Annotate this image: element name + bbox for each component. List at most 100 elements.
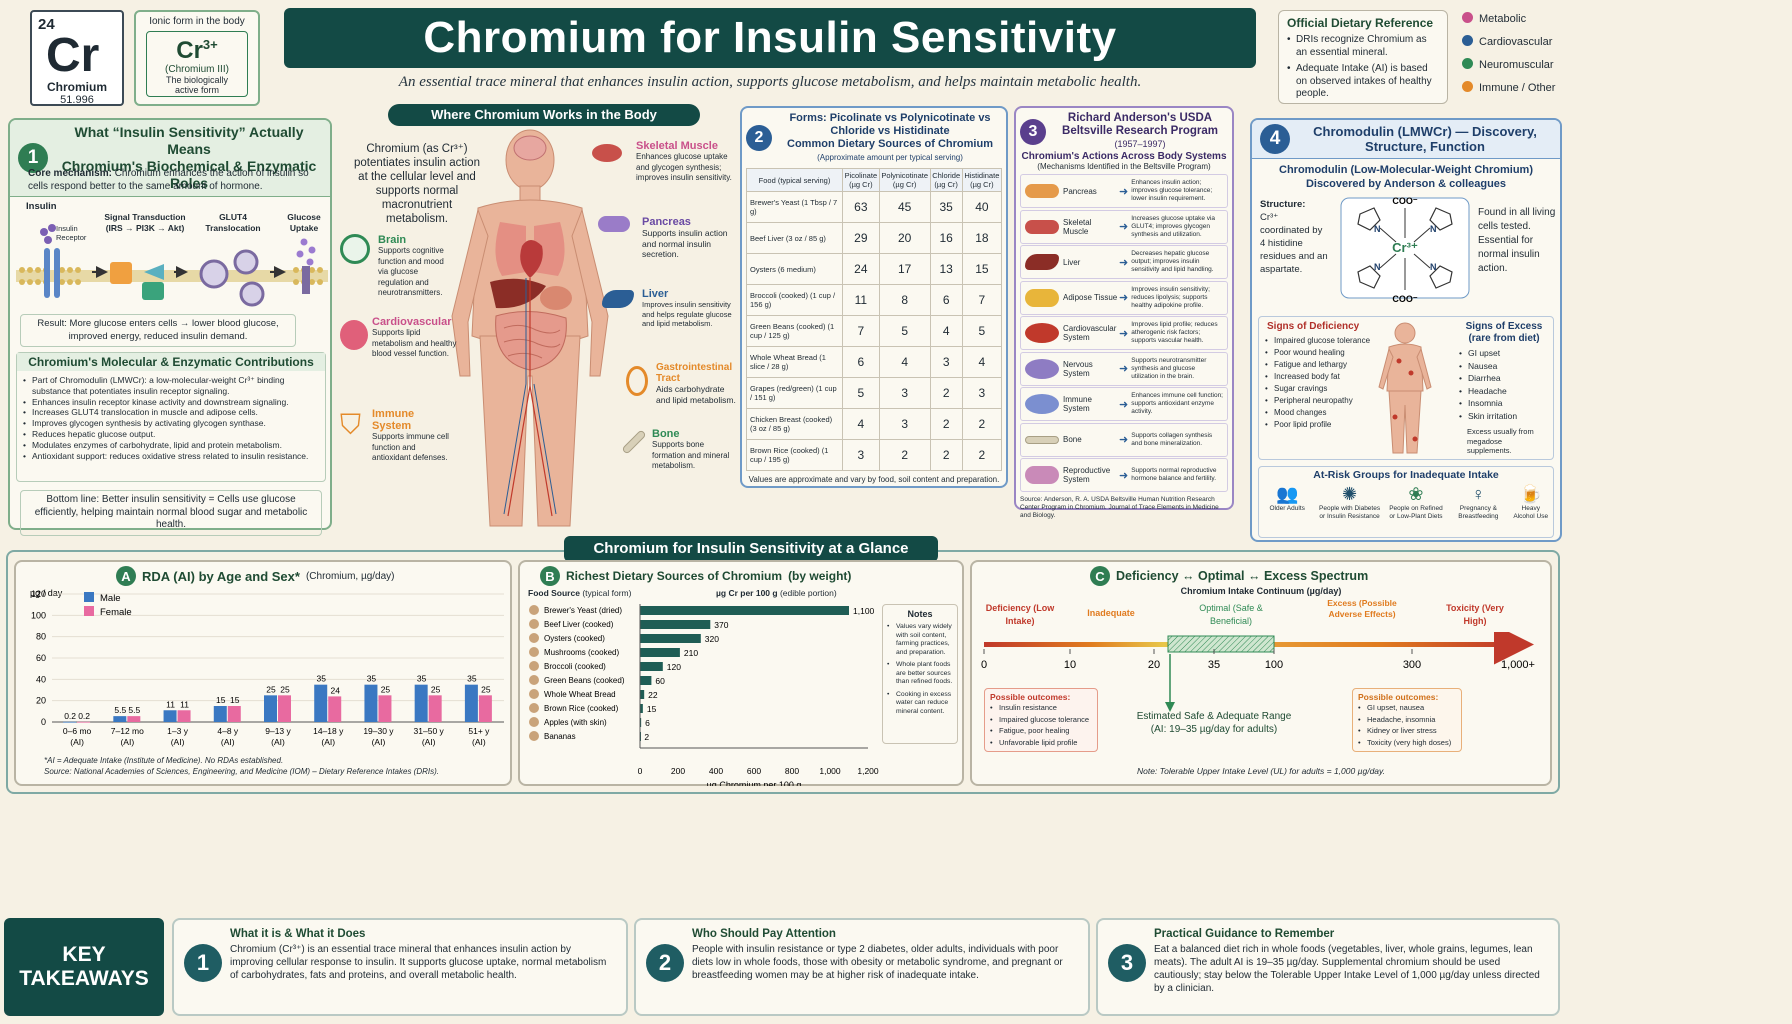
coo-top: COO⁻ (1392, 196, 1418, 206)
pregnancy-icon: ♀ (1471, 484, 1486, 504)
deficiency-excess-box: Signs of Deficiency Impaired glucose tol… (1258, 316, 1554, 460)
takeaway-number: 2 (646, 944, 684, 982)
bar (640, 690, 645, 699)
data-label: 210 (684, 648, 698, 658)
zone-inadequate: Inadequate (1087, 608, 1135, 618)
high-outcomes: Possible outcomes: GI upset, nauseaHeada… (1352, 688, 1462, 752)
x-axis-label: µg Chromium per 100 g (707, 780, 802, 786)
table-row: Grapes (red/green) (1 cup / 151 g) 5 3 2 3 (746, 377, 1003, 409)
x-tick-label: 1–3 y (167, 726, 189, 736)
food-icon (529, 731, 539, 741)
akt-icon (142, 282, 164, 300)
liver-icon (490, 278, 546, 309)
chart-a-title: RDA (AI) by Age and Sex* (142, 568, 300, 584)
x-tick-label: 19–30 y (363, 726, 394, 736)
liver-icon (1025, 254, 1059, 270)
data-label: 320 (705, 634, 719, 644)
s3-sub2: (Mechanisms Identified in the Beltsville… (1037, 162, 1211, 171)
data-label: 35 (417, 674, 427, 684)
category-label: Brown Rice (cooked) (544, 704, 619, 713)
chart-b-col1b: (typical form) (582, 588, 632, 598)
glucose-icon (296, 238, 316, 266)
food-icon (529, 661, 539, 671)
category-legend: Metabolic Cardiovascular Neuromuscular I… (1462, 12, 1572, 104)
section-forms-table: 2 Forms: Picolinate vs Polynicotinate vs… (740, 106, 1008, 488)
systems-list: Pancreas ➜ Enhances insulin action; improv… (1020, 174, 1228, 492)
list-item: Pancreas ➜ Enhances insulin action; improv… (1020, 174, 1228, 208)
legend-swatch (84, 592, 94, 602)
s4-title: Chromodulin (LMWCr) — Discovery, Structu… (1313, 124, 1537, 154)
s3-years: (1957–1997) (1114, 139, 1166, 149)
table-header-row: Food (typical serving) Picolinate (µg Cr… (746, 168, 1003, 192)
ion-sub: (Chromium III) (165, 64, 229, 75)
spectrum-bar: 0 10 20 35 100 300 1,000+ (981, 632, 1535, 671)
data-label: 24 (330, 685, 340, 695)
excess-item: Diarrhea (1459, 372, 1517, 385)
s4-sub: Chromodulin (Low-Molecular-Weight Chromi… (1279, 164, 1533, 190)
list-item: Immune System ➜ Enhances immune cell funct… (1020, 387, 1228, 421)
atomic-mass: 51.996 (60, 94, 94, 106)
excess-item: Headache (1459, 385, 1517, 398)
cardiovascular-dot-icon (1462, 35, 1473, 46)
result-box: Result: More glucose enters cells → lowe… (20, 314, 296, 347)
brain-icon (1025, 358, 1059, 379)
x-tick-label: 1,000 (819, 766, 841, 776)
bar-male (364, 684, 378, 722)
bar-male (314, 684, 328, 722)
element-name: Chromium (47, 80, 107, 94)
bar-female (378, 695, 392, 722)
dri-item: DRIs recognize Chromium as an essential … (1287, 34, 1439, 59)
receptor-label: Insulin Receptor (56, 224, 87, 242)
list-item: Reproductive System ➜ Supports normal repr… (1020, 458, 1228, 492)
coo-bottom: COO⁻ (1392, 294, 1418, 304)
category-label: Brewer's Yeast (dried) (544, 606, 622, 615)
bar-female (428, 695, 442, 722)
risk-group: ❀ People on Refined or Low-Plant Diets (1386, 483, 1446, 521)
x-tick-label: 1,200 (857, 766, 879, 776)
chart-a-letter: A (116, 566, 136, 586)
table-row: Green Beans (cooked) (1 cup / 125 g) 7 5 4 5 (746, 315, 1003, 347)
category-label: Whole Wheat Bread (544, 690, 616, 699)
excess-item: Insomnia (1459, 397, 1517, 410)
human-body-figure (451, 129, 609, 527)
outcome-item: Impaired glucose tolerance (990, 714, 1092, 726)
chart-b-header: B Richest Dietary Sources of Chromium (b… (540, 566, 851, 586)
bone-icon (1025, 435, 1059, 444)
x-tick-label: 800 (785, 766, 799, 776)
forms-table: Food (typical serving) Picolinate (µg Cr… (746, 168, 1003, 471)
low-outcomes: Possible outcomes: Insulin resistanceImp… (984, 688, 1098, 752)
tick: 10 (1064, 659, 1076, 671)
diabetes-icon: ✺ (1342, 484, 1358, 504)
table-row: Oysters (6 medium) 24 17 13 15 (746, 253, 1003, 285)
dri-title: Official Dietary Reference (1287, 16, 1434, 30)
outcome-item: Toxicity (very high doses) (1358, 737, 1456, 749)
deficiency-item: Poor lipid profile (1265, 419, 1370, 431)
bar-female (127, 716, 141, 722)
body-intro: Chromium (as Cr³⁺) potentiates insulin a… (354, 143, 480, 225)
chart-a-foot1: *AI = Adequate Intake (Institute of Medi… (44, 756, 284, 765)
data-label: 1,100 (853, 606, 875, 616)
y-tick-label: 20 (36, 696, 46, 706)
excess-item: Skin irritation (1459, 410, 1517, 423)
s3-sub: Chromium's Actions Across Body Systems (1021, 151, 1227, 162)
takeaway-title: Who Should Pay Attention (692, 928, 836, 940)
tick: 0 (981, 659, 987, 671)
neuromuscular-dot-icon (1462, 58, 1473, 69)
data-label: 22 (648, 690, 658, 700)
title-banner: Chromium for Insulin Sensitivity (284, 8, 1256, 68)
excess-item: GI upset (1459, 347, 1517, 360)
data-label: 25 (481, 684, 491, 694)
takeaway-title: What it is & What it Does (230, 928, 366, 940)
deficiency-item: Impaired glucose tolerance (1265, 335, 1370, 347)
deficiency-item: Mood changes (1265, 407, 1370, 419)
excess-item: Nausea (1459, 360, 1517, 373)
bar-male (63, 721, 77, 723)
structure-label: Structure: Cr³⁺ coordinated by 4 histidin… (1260, 199, 1328, 275)
y-tick-label: 80 (36, 632, 46, 642)
muscle-icon (592, 144, 622, 162)
outcome-item: GI upset, nausea (1358, 702, 1456, 714)
adipose-icon (1025, 288, 1059, 307)
spectrum-letter: C (1090, 566, 1110, 586)
x-tick-label: (AI) (120, 737, 134, 747)
mol-item: Modulates enzymes of carbohydrate, lipid… (23, 440, 319, 451)
